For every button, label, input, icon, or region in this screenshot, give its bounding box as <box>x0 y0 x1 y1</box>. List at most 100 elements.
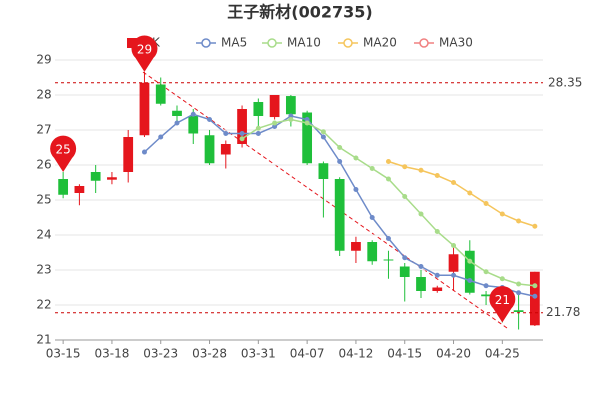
pin-label: 21 <box>495 293 510 307</box>
ma-point <box>516 218 522 224</box>
ma-point <box>418 167 424 173</box>
ma-point <box>190 111 196 117</box>
candle-body <box>383 259 394 261</box>
pin <box>489 286 516 323</box>
candle-body <box>367 242 378 262</box>
y-tick-label: 29 <box>36 53 51 67</box>
candle-body <box>448 254 459 272</box>
ma-point <box>434 272 440 278</box>
candle-body <box>58 179 69 195</box>
legend-dot <box>343 38 353 48</box>
ma-point <box>369 166 375 171</box>
ma-point <box>499 211 505 217</box>
candle-body <box>464 250 475 293</box>
ma-point <box>532 293 538 299</box>
ma-point <box>272 124 278 129</box>
ma-point <box>272 120 278 126</box>
candle-body <box>107 177 117 180</box>
ma-point <box>353 155 359 161</box>
x-tick-label: 04-15 <box>387 347 422 361</box>
candle-body <box>334 179 345 251</box>
y-tick-label: 27 <box>36 123 51 137</box>
ma-point <box>207 117 213 122</box>
x-tick-label: 04-25 <box>485 347 520 361</box>
candle-body <box>155 84 166 104</box>
ma-point <box>369 215 375 220</box>
ma-point <box>418 264 424 269</box>
legend-label: MA30 <box>439 36 473 50</box>
ma-point <box>239 136 245 142</box>
x-tick-label: 04-12 <box>338 347 373 361</box>
ma-point <box>320 134 326 140</box>
ma-point <box>483 269 489 275</box>
annotation-label: 28.35 <box>548 75 582 89</box>
ma-point <box>385 236 391 241</box>
ma-point <box>467 190 473 196</box>
ma-point <box>288 117 294 122</box>
pin <box>50 135 77 172</box>
y-tick-label: 24 <box>36 228 51 242</box>
candle-body <box>318 163 329 179</box>
legend-label: MA20 <box>363 36 397 50</box>
ma-point <box>451 272 457 278</box>
pin <box>131 35 158 72</box>
ma-point <box>223 131 229 136</box>
ma-point <box>141 149 147 155</box>
ma-point <box>418 211 424 217</box>
pin-label: 29 <box>137 42 152 56</box>
x-tick-label: 03-18 <box>94 347 129 361</box>
ma-point <box>158 134 164 140</box>
x-tick-label: 03-23 <box>143 347 178 361</box>
candle-body <box>237 109 247 144</box>
candle-body <box>513 310 524 312</box>
ma-point <box>337 159 343 164</box>
candle-body <box>90 172 101 181</box>
ma-point <box>451 180 457 185</box>
candle-body <box>481 294 491 297</box>
ma-point <box>467 278 473 283</box>
candle-body <box>74 186 85 193</box>
ma-point <box>304 117 310 122</box>
pin-label: 25 <box>55 143 70 157</box>
ma-point <box>239 131 245 136</box>
candle-body <box>432 287 443 291</box>
x-tick-label: 04-07 <box>290 347 325 361</box>
y-tick-label: 21 <box>36 333 51 347</box>
ma-point <box>451 243 457 248</box>
candle-body <box>220 144 231 155</box>
x-tick-label: 04-20 <box>436 347 471 361</box>
y-tick-label: 22 <box>36 298 51 312</box>
legend: 日KMA5MA10MA20MA30 <box>127 36 473 50</box>
ma-point <box>532 283 538 289</box>
legend-icon <box>127 38 137 48</box>
x-tick-label: 03-28 <box>192 347 227 361</box>
ma-point <box>402 164 408 170</box>
candle-body <box>188 116 199 134</box>
y-tick-label: 23 <box>36 263 51 277</box>
ma-point <box>353 187 359 192</box>
candle-body <box>416 277 426 291</box>
ma-point <box>337 145 343 150</box>
ma-point <box>434 229 440 234</box>
ma-point <box>532 223 538 229</box>
y-tick-label: 26 <box>36 158 51 172</box>
ma-point <box>499 276 505 282</box>
ma-point <box>483 201 489 206</box>
ma-point <box>402 194 408 199</box>
candle-body <box>351 242 361 251</box>
ma-point <box>402 255 408 261</box>
ma-point <box>174 120 180 126</box>
ma-point <box>516 290 522 296</box>
ma-point <box>483 283 489 289</box>
candle-body <box>285 96 296 115</box>
candle-body <box>269 95 280 118</box>
candle-body <box>204 135 215 164</box>
candle-body <box>302 112 313 164</box>
candle-body <box>123 137 134 172</box>
ma-point <box>385 176 391 182</box>
legend-dot <box>419 38 429 48</box>
x-tick-label: 03-31 <box>241 347 276 361</box>
y-tick-label: 25 <box>36 193 51 207</box>
candle-body <box>172 110 182 116</box>
